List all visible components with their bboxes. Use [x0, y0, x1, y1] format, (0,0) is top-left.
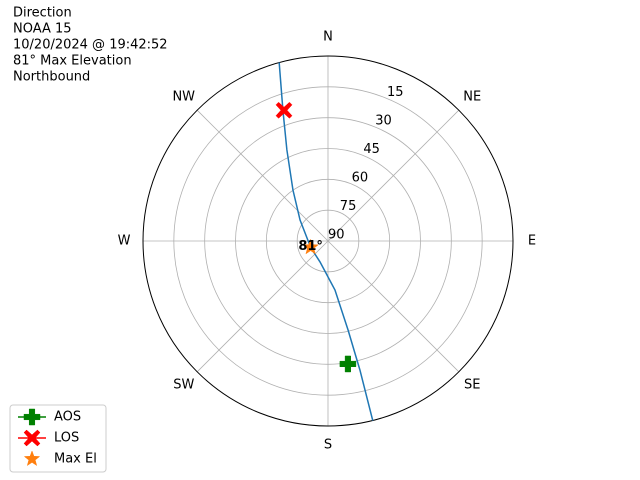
value-label: 81°: [298, 239, 323, 254]
direction-label: E: [528, 234, 536, 249]
legend-label: Max El: [54, 452, 97, 467]
r-tick-label: 45: [363, 142, 380, 157]
legend-marker: [23, 429, 41, 447]
legend-marker: [23, 408, 41, 426]
title-line: Northbound: [13, 70, 90, 85]
title-line: Direction: [13, 6, 72, 21]
direction-label: SW: [173, 378, 194, 393]
legend-label: AOS: [54, 410, 81, 425]
r-tick-label: 60: [352, 171, 369, 186]
legend-label: LOS: [54, 431, 79, 446]
direction-label: NE: [463, 89, 481, 104]
marker-plus: [339, 355, 357, 373]
direction-label: N: [323, 30, 333, 45]
direction-label: W: [118, 234, 131, 249]
r-tick-label: 75: [340, 199, 357, 214]
grid-spoke: [327, 240, 460, 373]
title-line: 81° Max Elevation: [13, 54, 132, 69]
direction-label: SE: [464, 378, 480, 393]
marker-x: [275, 101, 293, 119]
r-tick-label: 15: [387, 85, 404, 100]
grid-spoke: [196, 109, 329, 242]
grid-spoke: [196, 240, 329, 373]
direction-label: NW: [172, 89, 195, 104]
grid-spoke: [327, 109, 460, 242]
title-line: NOAA 15: [13, 22, 72, 37]
direction-label: S: [324, 438, 332, 453]
title-line: 10/20/2024 @ 19:42:52: [13, 38, 168, 53]
outer-circle: [142, 55, 514, 427]
legend-marker: [23, 450, 41, 467]
marker-star: [302, 238, 319, 255]
r-tick-label: 30: [375, 114, 392, 129]
r-tick-label: 90: [328, 228, 345, 243]
